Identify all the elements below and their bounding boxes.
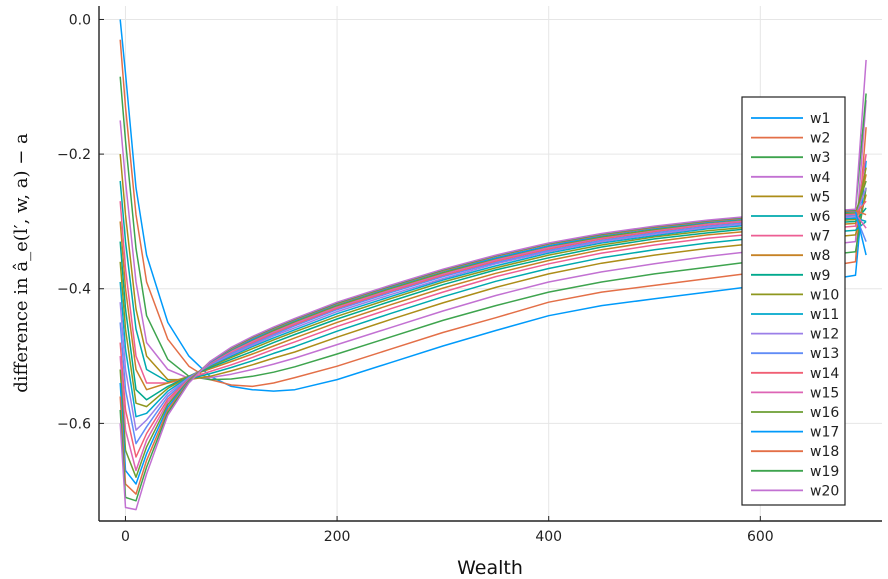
- legend-label-w11: w11: [810, 307, 839, 323]
- legend-label-w2: w2: [810, 131, 830, 147]
- series-line-w7: [119, 153, 867, 384]
- y-axis-label: difference in â_e(l′, w, a) − a: [11, 133, 32, 393]
- series-line-w12: [119, 187, 867, 431]
- axis-ticks: 0 200 400 600 0.0 −0.2 −0.4 −0.6: [57, 12, 774, 545]
- series-line-w3: [119, 76, 867, 381]
- y-tick-label: −0.2: [57, 147, 91, 163]
- series-line-w6: [119, 180, 867, 383]
- series-line-w20: [119, 59, 867, 511]
- legend-label-w1: w1: [810, 111, 830, 127]
- legend: w1 w2 w3 w4 w5 w6 w7 w8 w9 w10 w11 w12 w13 w14 w15 w16 w…: [741, 96, 846, 506]
- series-line-w4: [119, 100, 867, 380]
- x-tick-label: 400: [535, 529, 562, 545]
- legend-label-w4: w4: [810, 170, 830, 186]
- legend-label-w3: w3: [810, 150, 830, 166]
- y-tick-label: 0.0: [69, 12, 91, 28]
- series-line-w1: [119, 19, 867, 392]
- legend-label-w18: w18: [810, 444, 839, 460]
- legend-label-w20: w20: [810, 483, 839, 499]
- y-tick-label: −0.6: [57, 416, 91, 432]
- legend-label-w14: w14: [810, 366, 839, 382]
- legend-label-w7: w7: [810, 229, 830, 245]
- series-line-w10: [119, 167, 867, 408]
- legend-label-w6: w6: [810, 209, 830, 225]
- x-axis-label: Wealth: [457, 557, 523, 579]
- x-tick-label: 600: [747, 529, 774, 545]
- legend-label-w19: w19: [810, 464, 839, 480]
- series-line-w11: [119, 217, 867, 418]
- legend-label-w15: w15: [810, 385, 839, 401]
- legend-label-w10: w10: [810, 287, 839, 303]
- series-line-w2: [119, 39, 867, 388]
- series-line-w9: [119, 207, 867, 401]
- legend-label-w16: w16: [810, 405, 839, 421]
- legend-label-w17: w17: [810, 425, 839, 441]
- series-line-w13: [119, 214, 867, 445]
- legend-label-w8: w8: [810, 248, 830, 264]
- legend-label-w5: w5: [810, 189, 830, 205]
- x-tick-label: 0: [121, 529, 130, 545]
- legend-label-w12: w12: [810, 327, 839, 343]
- y-tick-label: −0.4: [57, 282, 91, 298]
- series-lines: [119, 19, 867, 511]
- series-line-w5: [119, 154, 867, 381]
- legend-box: [741, 96, 846, 506]
- legend-label-w9: w9: [810, 268, 830, 284]
- series-line-w8: [119, 174, 867, 391]
- x-tick-label: 200: [324, 529, 351, 545]
- legend-label-w13: w13: [810, 346, 839, 362]
- series-line-w15: [119, 212, 867, 472]
